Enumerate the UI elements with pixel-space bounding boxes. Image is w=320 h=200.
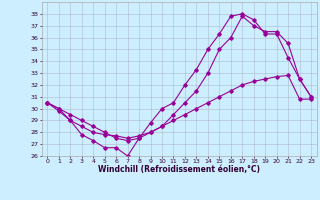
X-axis label: Windchill (Refroidissement éolien,°C): Windchill (Refroidissement éolien,°C) — [98, 165, 260, 174]
